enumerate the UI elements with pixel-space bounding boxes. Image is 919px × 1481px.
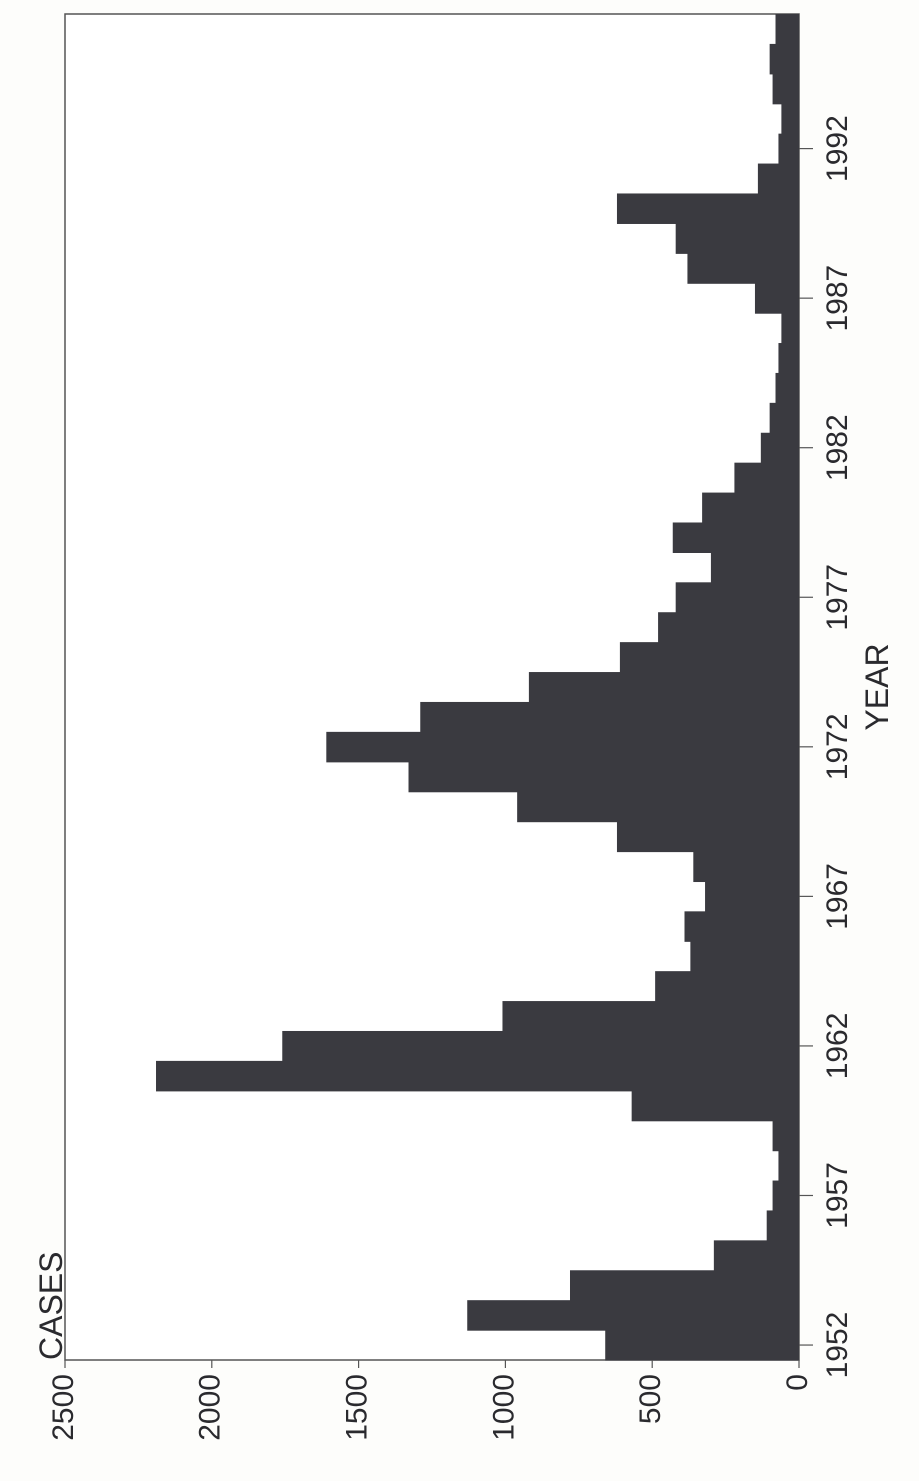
y-axis-title: CASES xyxy=(33,1252,69,1360)
bar-1952 xyxy=(605,1330,799,1361)
y-tick-label-1000: 1000 xyxy=(487,1374,520,1441)
bar-1991 xyxy=(757,163,799,195)
bar-1969 xyxy=(616,821,799,853)
bar-1979 xyxy=(672,522,799,553)
bar-1985 xyxy=(778,343,799,374)
x-axis-title: YEAR xyxy=(859,643,895,730)
bar-1971 xyxy=(408,761,799,793)
bar-1972 xyxy=(326,731,799,763)
bar-1963 xyxy=(502,1001,799,1032)
x-tick-label-1977: 1977 xyxy=(821,564,854,631)
y-tick-label-2000: 2000 xyxy=(194,1374,227,1441)
y-tick-label-1500: 1500 xyxy=(341,1374,374,1441)
bar-1957 xyxy=(772,1180,799,1212)
x-tick-label-1992: 1992 xyxy=(821,115,854,182)
bar-1983 xyxy=(769,402,799,434)
bar-1987 xyxy=(754,283,799,314)
bar-1977 xyxy=(675,582,799,613)
bar-1958 xyxy=(778,1150,799,1182)
bar-1978 xyxy=(710,552,799,583)
y-tick-label-500: 500 xyxy=(634,1374,667,1424)
y-tick-label-0: 0 xyxy=(781,1374,814,1391)
bar-1959 xyxy=(772,1120,799,1152)
y-axis-ticks: 0 500 1000 1500 2000 2500 xyxy=(47,1360,814,1441)
x-tick-label-1972: 1972 xyxy=(821,713,854,780)
bar-1973 xyxy=(420,701,799,733)
bar-1961 xyxy=(156,1060,800,1092)
x-tick-label-1962: 1962 xyxy=(821,1013,854,1080)
y-tick-label-2500: 2500 xyxy=(47,1374,80,1441)
bar-1986 xyxy=(781,313,799,344)
bar-1981 xyxy=(734,462,799,494)
bar-1996 xyxy=(775,14,799,45)
bar-1975 xyxy=(619,642,799,673)
bar-1962 xyxy=(282,1030,799,1062)
bar-1955 xyxy=(713,1240,799,1271)
x-tick-label-1952: 1952 xyxy=(821,1312,854,1379)
bar-1967 xyxy=(705,881,799,912)
bar-1995 xyxy=(769,43,799,75)
bar-1965 xyxy=(690,941,799,972)
bar-1992 xyxy=(778,133,799,165)
bar-1974 xyxy=(528,672,799,703)
bar-1966 xyxy=(684,911,799,942)
bar-1976 xyxy=(658,612,799,643)
bar-1980 xyxy=(702,492,799,524)
bar-1993 xyxy=(781,103,799,135)
x-tick-label-1987: 1987 xyxy=(821,265,854,332)
bar-1989 xyxy=(675,223,799,254)
bar-1984 xyxy=(775,372,799,404)
bar-1953 xyxy=(467,1300,799,1331)
bar-1970 xyxy=(517,791,799,823)
bar-1988 xyxy=(687,253,799,284)
bar-1982 xyxy=(760,432,799,464)
bar-1968 xyxy=(693,851,799,883)
bar-1964 xyxy=(655,971,799,1002)
x-tick-label-1982: 1982 xyxy=(821,414,854,481)
bar-1990 xyxy=(616,193,799,224)
bars-group xyxy=(156,14,800,1361)
bar-1956 xyxy=(766,1210,799,1241)
x-axis-ticks: 1952 1957 1962 1967 1972 1977 1982 1987 1992 xyxy=(799,115,854,1378)
bar-1960 xyxy=(631,1090,799,1122)
bar-1954 xyxy=(569,1270,799,1301)
x-tick-label-1957: 1957 xyxy=(821,1162,854,1229)
x-tick-label-1967: 1967 xyxy=(821,863,854,930)
bar-1994 xyxy=(772,73,799,105)
